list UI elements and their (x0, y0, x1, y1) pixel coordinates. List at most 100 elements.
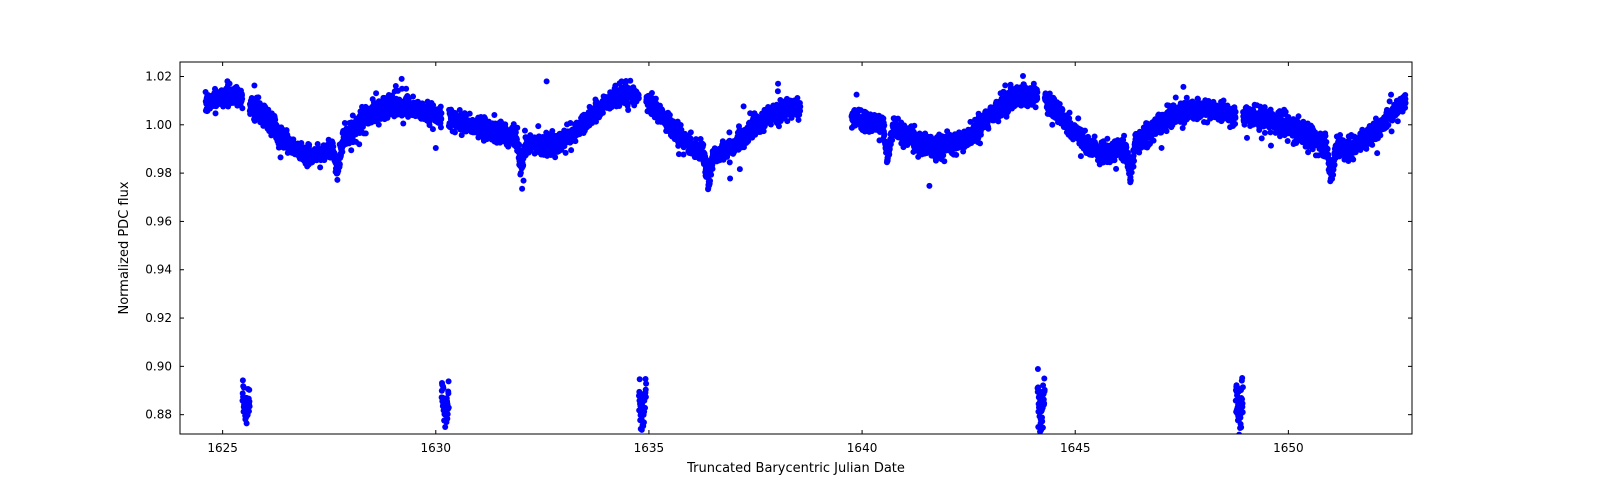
data-point (251, 83, 257, 89)
data-point (1075, 115, 1081, 121)
data-point (430, 126, 436, 132)
data-point (403, 86, 409, 92)
data-point (1002, 82, 1008, 88)
data-point (519, 186, 525, 192)
data-point (737, 166, 743, 172)
data-point (1082, 128, 1088, 134)
data-point (516, 142, 522, 148)
data-point (1128, 177, 1134, 183)
data-point (1131, 158, 1137, 164)
data-point (776, 123, 782, 129)
x-tick-label: 1630 (421, 441, 452, 455)
data-point (568, 147, 574, 153)
data-point (244, 420, 250, 426)
data-point (643, 394, 649, 400)
data-point (649, 90, 655, 96)
data-point (520, 162, 526, 168)
chart-svg: 1625 1630 1635 1640 1645 1650 0.88 0.90 0.92 0.94… (0, 0, 1600, 500)
data-point (522, 128, 528, 134)
data-point (278, 154, 284, 160)
y-tick-label: 0.90 (145, 359, 172, 373)
data-point (240, 377, 246, 383)
data-point (797, 104, 803, 110)
y-tick-label: 0.94 (145, 263, 172, 277)
data-point (889, 137, 895, 143)
data-point (410, 93, 416, 99)
data-point (514, 125, 520, 131)
data-point (247, 403, 253, 409)
data-point (239, 105, 245, 111)
x-tick-label: 1650 (1273, 441, 1304, 455)
data-point (1040, 425, 1046, 431)
data-point (886, 151, 892, 157)
scatter-points (203, 73, 1409, 438)
data-point (642, 405, 648, 411)
data-point (710, 166, 716, 172)
data-point (438, 104, 444, 110)
data-point (563, 150, 569, 156)
data-point (953, 152, 959, 158)
data-point (707, 178, 713, 184)
x-tick-label: 1625 (207, 441, 238, 455)
data-point (637, 376, 643, 382)
x-axis-label: Truncated Barycentric Julian Date (686, 461, 905, 476)
data-point (741, 103, 747, 109)
data-point (363, 130, 369, 136)
data-point (255, 94, 261, 100)
y-tick-label: 0.88 (145, 408, 172, 422)
data-point (795, 117, 801, 123)
data-point (881, 122, 887, 128)
data-point (978, 132, 984, 138)
data-point (727, 175, 733, 181)
data-point (213, 110, 219, 116)
data-point (1035, 366, 1041, 372)
data-point (636, 95, 642, 101)
data-point (1049, 122, 1055, 128)
data-point (1113, 166, 1119, 172)
data-point (337, 161, 343, 167)
data-point (1092, 133, 1098, 139)
data-point (330, 144, 336, 150)
data-point (446, 378, 452, 384)
data-point (1034, 96, 1040, 102)
data-point (1041, 400, 1047, 406)
data-point (641, 419, 647, 425)
data-point (881, 131, 887, 137)
data-point (400, 120, 406, 126)
data-point (600, 110, 606, 116)
y-tick-label: 1.00 (145, 118, 172, 132)
data-point (445, 390, 451, 396)
data-point (1034, 89, 1040, 95)
data-point (775, 81, 781, 87)
y-tick-label: 0.98 (145, 166, 172, 180)
data-point (348, 147, 354, 153)
data-point (1067, 110, 1073, 116)
data-point (440, 385, 446, 391)
data-point (438, 116, 444, 122)
data-point (911, 123, 917, 129)
data-point (535, 123, 541, 129)
data-point (438, 124, 444, 130)
x-tick-label: 1635 (634, 441, 665, 455)
data-point (653, 96, 659, 102)
x-tick-label: 1640 (847, 441, 878, 455)
data-point (306, 142, 312, 148)
data-point (452, 129, 458, 135)
data-point (1130, 164, 1136, 170)
data-point (1059, 107, 1065, 113)
data-point (977, 140, 983, 146)
data-point (376, 122, 382, 128)
data-point (572, 138, 578, 144)
data-point (446, 405, 452, 411)
data-point (438, 110, 444, 116)
x-tick-label: 1645 (1060, 441, 1091, 455)
y-tick-label: 0.92 (145, 311, 172, 325)
data-point (239, 96, 245, 102)
data-point (1078, 153, 1084, 159)
data-point (246, 387, 252, 393)
data-point (1033, 104, 1039, 110)
data-point (227, 81, 233, 87)
data-point (627, 78, 633, 84)
data-point (521, 178, 527, 184)
data-point (643, 387, 649, 393)
